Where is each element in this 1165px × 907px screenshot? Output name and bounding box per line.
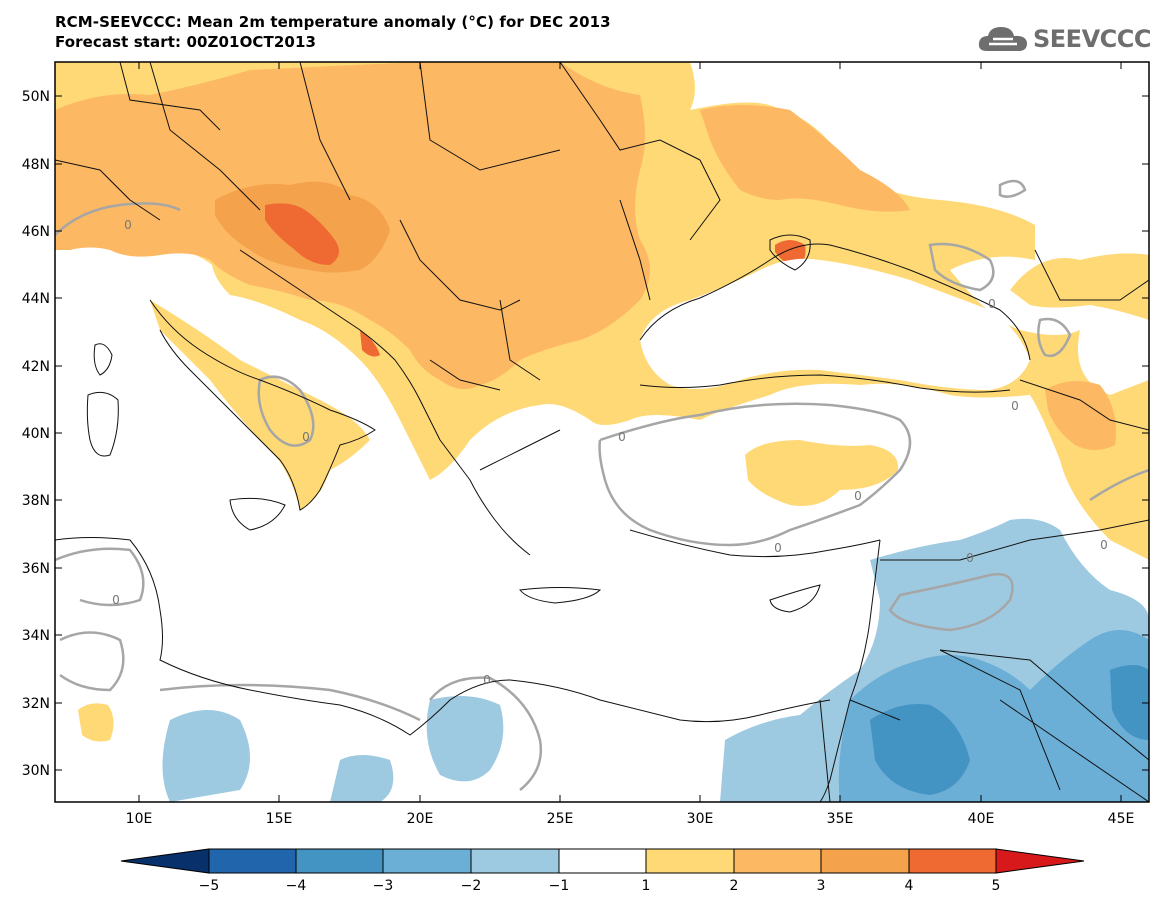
anomaly-region-libya-blue — [162, 710, 250, 802]
colorbar-swatch — [470, 848, 560, 874]
contour-label: 0 — [1011, 399, 1019, 413]
lon-label-15e: 15E — [266, 811, 293, 827]
colorbar-swatch — [645, 848, 735, 874]
lat-label-34n: 34N — [22, 628, 50, 644]
map-frame — [54, 61, 1150, 803]
lat-axis: 50N 48N 46N 44N 42N 40N 38N 36N 34N 32N … — [22, 89, 1149, 779]
lon-label-20e: 20E — [407, 811, 434, 827]
lon-label-45e: 45E — [1108, 811, 1135, 827]
colorbar-upper-extend — [995, 848, 1085, 874]
contour-label: 0 — [966, 551, 974, 565]
colorbar-label: −5 — [199, 878, 220, 894]
colorbar-label: −4 — [286, 878, 307, 894]
colorbar-label: 4 — [905, 878, 914, 894]
colorbar-lower-extend — [120, 848, 210, 874]
lon-label-40e: 40E — [968, 811, 995, 827]
colorbar-swatch — [820, 848, 910, 874]
colorbar-label: −1 — [549, 878, 570, 894]
anomaly-region-balkan-coast — [360, 330, 380, 357]
lat-label-40n: 40N — [22, 426, 50, 442]
colorbar-label: 3 — [817, 878, 826, 894]
anomaly-fill-layer — [55, 62, 1149, 802]
lat-label-44n: 44N — [22, 291, 50, 307]
title-line-2: Forecast start: 00Z01OCT2013 — [55, 33, 317, 51]
lat-label-32n: 32N — [22, 696, 50, 712]
lat-label-42n: 42N — [22, 359, 50, 375]
contour-label: 0 — [302, 430, 310, 444]
title-line-1: RCM-SEEVCCC: Mean 2m temperature anomaly… — [55, 13, 611, 31]
black-sea — [640, 258, 1030, 390]
lat-label-38n: 38N — [22, 493, 50, 509]
lat-label-36n: 36N — [22, 561, 50, 577]
contour-label: 0 — [988, 297, 996, 311]
colorbar-label: 5 — [992, 878, 1001, 894]
lat-label-48n: 48N — [22, 157, 50, 173]
colorbar-swatch — [908, 848, 997, 874]
lon-label-25e: 25E — [547, 811, 574, 827]
anomaly-region-minus3to4 — [870, 704, 970, 795]
lat-label-46n: 46N — [22, 224, 50, 240]
contour-label: 0 — [112, 593, 120, 607]
colorbar-swatch — [208, 848, 297, 874]
logo-text: SEEVCCC — [1033, 25, 1152, 53]
anomaly-region-4to5 — [265, 203, 339, 265]
contour-label: 0 — [774, 541, 782, 555]
contour-label: 0 — [1100, 538, 1108, 552]
anomaly-region-gulf-blue — [426, 696, 504, 782]
map-title: RCM-SEEVCCC: Mean 2m temperature anomaly… — [55, 12, 611, 52]
colorbar-swatch — [382, 848, 472, 874]
anomaly-region-egypt-blue — [330, 755, 394, 802]
colorbar-swatch — [733, 848, 822, 874]
zero-contours — [55, 179, 1149, 791]
coastlines-borders — [55, 62, 1149, 802]
lon-axis: 10E 15E 20E 25E 30E 35E 40E 45E — [126, 62, 1135, 827]
colorbar-label: 1 — [642, 878, 651, 894]
colorbar-label: 2 — [730, 878, 739, 894]
lon-label-30e: 30E — [687, 811, 714, 827]
lat-label-50n: 50N — [22, 89, 50, 105]
lat-label-30n: 30N — [22, 763, 50, 779]
colorbar-swatch — [558, 848, 647, 874]
contour-label: 0 — [483, 673, 491, 687]
colorbar: −5 −4 −3 −2 −1 1 2 3 4 5 — [120, 848, 1085, 894]
contour-labels: 0 0 0 0 0 0 0 0 0 0 0 — [112, 218, 1108, 687]
contour-label: 0 — [854, 489, 862, 503]
seevccc-logo: SEEVCCC — [977, 22, 1152, 56]
anomaly-region-libya — [78, 703, 114, 742]
colorbar-swatch — [295, 848, 384, 874]
anomaly-region-caucasus — [1045, 381, 1116, 450]
lon-label-35e: 35E — [827, 811, 854, 827]
contour-label: 0 — [124, 218, 132, 232]
colorbar-label: −2 — [461, 878, 482, 894]
anomaly-region-ukraine — [700, 105, 910, 212]
contour-label: 0 — [618, 430, 626, 444]
lon-label-10e: 10E — [126, 811, 153, 827]
anomaly-region-iraq — [1110, 665, 1149, 740]
colorbar-label: −3 — [373, 878, 394, 894]
anomaly-region-anatolia — [745, 440, 899, 506]
cloud-icon — [978, 27, 1027, 51]
